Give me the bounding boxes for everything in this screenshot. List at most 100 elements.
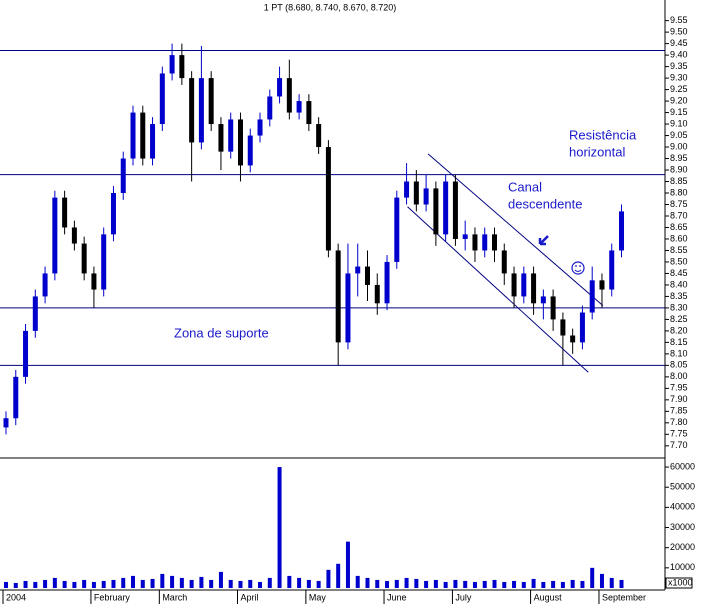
candle-body xyxy=(570,335,576,343)
volume-bar xyxy=(13,582,18,588)
y-tick-label: 9.40 xyxy=(670,49,688,59)
volume-bar xyxy=(336,563,341,588)
unit-box xyxy=(665,577,693,589)
volume-bar xyxy=(43,579,48,588)
candle-body xyxy=(198,78,204,143)
volume-bar xyxy=(580,580,585,588)
candle-body xyxy=(560,319,566,336)
volume-bar xyxy=(62,580,67,588)
volume-bar xyxy=(492,579,497,588)
annotation: Resistência xyxy=(569,127,637,142)
x-tick-label: February xyxy=(94,592,131,602)
y-tick-label: 7.85 xyxy=(670,406,688,416)
volume-bar xyxy=(72,581,77,588)
candle-body xyxy=(394,197,400,262)
volume-bar xyxy=(228,579,233,588)
volume-bar xyxy=(385,580,390,588)
candle-body xyxy=(228,119,234,152)
x-tick-label: 2004 xyxy=(6,592,26,602)
volume-bar xyxy=(23,580,28,588)
volume-bar xyxy=(170,575,175,588)
y-tick-label: 8.05 xyxy=(670,360,688,370)
volume-bar xyxy=(52,577,57,588)
candle-body xyxy=(501,250,507,274)
volume-bar xyxy=(472,581,477,588)
candle-body xyxy=(364,266,370,285)
candle-body xyxy=(531,273,537,304)
x-tick-label: July xyxy=(455,592,472,602)
candle-body xyxy=(423,188,429,205)
y-tick-label: 9.30 xyxy=(670,72,688,82)
candle-body xyxy=(81,243,87,274)
volume-bar xyxy=(306,579,311,588)
candle-body xyxy=(208,78,214,125)
candle-body xyxy=(325,147,331,251)
volume-bar xyxy=(209,579,214,588)
x-tick-label: August xyxy=(534,592,563,602)
x-tick-label: March xyxy=(162,592,187,602)
candle-body xyxy=(286,78,292,113)
volume-bar xyxy=(355,575,360,588)
annotation: Canal xyxy=(508,179,542,194)
candle-body xyxy=(179,55,185,79)
y-tick-label: 9.20 xyxy=(670,95,688,105)
volume-bar xyxy=(277,467,282,588)
candle-body xyxy=(482,234,488,251)
unit-label: x1000 xyxy=(668,577,693,587)
volume-bar xyxy=(424,580,429,588)
y-tick-label: 9.45 xyxy=(670,38,688,48)
y-tick-label: 7.95 xyxy=(670,383,688,393)
y-tick-label: 8.45 xyxy=(670,268,688,278)
volume-bar xyxy=(453,579,458,588)
volume-bar xyxy=(101,580,106,588)
volume-bar xyxy=(463,580,468,588)
y-tick-label: 8.75 xyxy=(670,199,688,209)
y-tick-label: 8.60 xyxy=(670,233,688,243)
arrow-icon xyxy=(538,235,549,246)
y-tick-label: 8.55 xyxy=(670,245,688,255)
y-tick-label: 7.80 xyxy=(670,417,688,427)
candle-body xyxy=(404,181,410,198)
y-tick-label: 9.00 xyxy=(670,141,688,151)
y-tick-label: 9.25 xyxy=(670,84,688,94)
candle-body xyxy=(267,96,273,120)
y-tick-label: 9.50 xyxy=(670,27,688,37)
volume-bar xyxy=(258,581,263,588)
y-tick-label: 8.90 xyxy=(670,164,688,174)
candle-body xyxy=(13,376,19,419)
y-tick-label: 7.75 xyxy=(670,429,688,439)
candle-body xyxy=(52,197,58,274)
smiley-icon xyxy=(571,261,585,275)
y-tick-label: 8.95 xyxy=(670,153,688,163)
y-tick-label: 7.70 xyxy=(670,440,688,450)
y-tick-label: 8.15 xyxy=(670,337,688,347)
volume-bar xyxy=(599,573,604,588)
candle-body xyxy=(23,330,29,377)
candle-body xyxy=(452,181,458,239)
volume-bar xyxy=(150,578,155,588)
annotation: horizontal xyxy=(569,144,625,159)
candle-body xyxy=(3,418,9,428)
volume-bar xyxy=(502,581,507,588)
volume-bar xyxy=(443,581,448,588)
candle-body xyxy=(355,266,361,274)
chart-title: 1 PT (8.680, 8.740, 8.670, 8.720) xyxy=(264,2,396,12)
candle-body xyxy=(579,312,585,343)
y-tick-label: 9.55 xyxy=(670,15,688,25)
volume-bar xyxy=(541,581,546,588)
volume-bar xyxy=(199,576,204,588)
candle-body xyxy=(257,119,263,136)
y-tick-label: 9.35 xyxy=(670,61,688,71)
volume-bar xyxy=(91,581,96,588)
volume-bar xyxy=(375,579,380,588)
candle-body xyxy=(91,273,97,290)
volume-bar xyxy=(4,581,8,588)
volume-bar xyxy=(365,577,370,588)
y-tick-label: 8.80 xyxy=(670,187,688,197)
y-tick-label: 8.30 xyxy=(670,302,688,312)
volume-bar xyxy=(531,578,536,588)
y-tick-label: 8.50 xyxy=(670,256,688,266)
trend-line xyxy=(407,206,589,373)
volume-bar xyxy=(121,577,126,588)
y-tick-label: 60000 xyxy=(670,461,695,471)
